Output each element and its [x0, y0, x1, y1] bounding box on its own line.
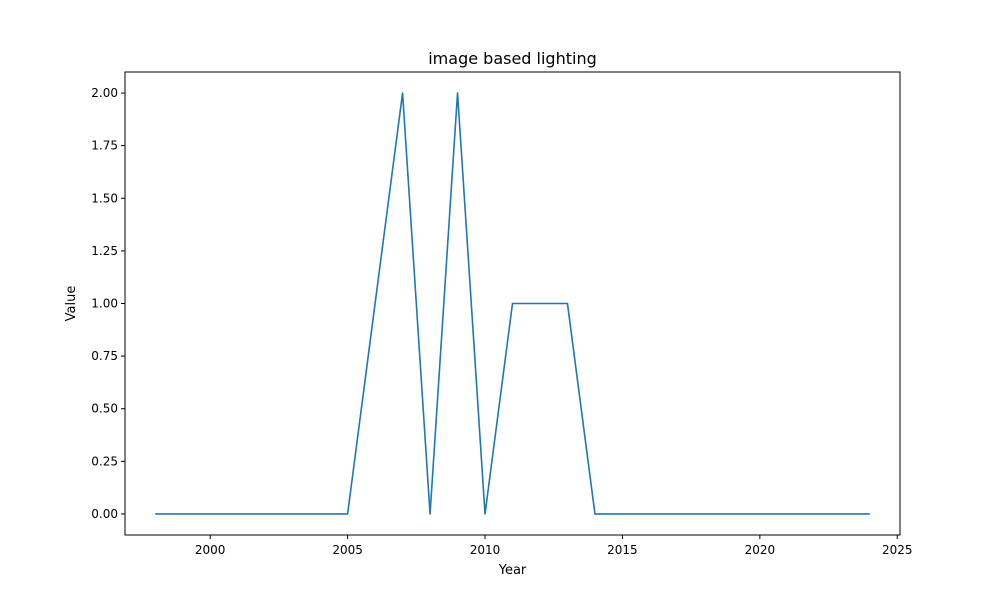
x-tick-label: 2020: [745, 543, 776, 557]
y-tick-label: 1.25: [91, 244, 118, 258]
x-tick-label: 2005: [332, 543, 363, 557]
y-axis-label: Value: [64, 286, 79, 322]
chart-title: image based lighting: [428, 49, 597, 68]
x-axis-label: Year: [498, 563, 527, 578]
y-tick-label: 1.75: [91, 139, 118, 153]
x-tick-label: 2015: [607, 543, 638, 557]
y-tick-label: 0.25: [91, 454, 118, 468]
y-tick-label: 1.50: [91, 191, 118, 205]
y-tick-label: 0.75: [91, 349, 118, 363]
series-line-0: [155, 92, 870, 515]
y-axis-ticks: 0.00 0.25 0.50 0.75 1.00 1.25 1.50 1.75 2.00: [91, 86, 125, 521]
x-axis-ticks: 2000 2005 2010 2015 2020 2025: [195, 535, 913, 557]
x-tick-label: 2000: [195, 543, 226, 557]
y-tick-label: 2.00: [91, 86, 118, 100]
y-tick-label: 1.00: [91, 297, 118, 311]
x-tick-label: 2025: [882, 543, 913, 557]
y-tick-label: 0.00: [91, 507, 118, 521]
x-tick-label: 2010: [470, 543, 501, 557]
plot-area: [155, 92, 870, 515]
y-tick-label: 0.50: [91, 402, 118, 416]
